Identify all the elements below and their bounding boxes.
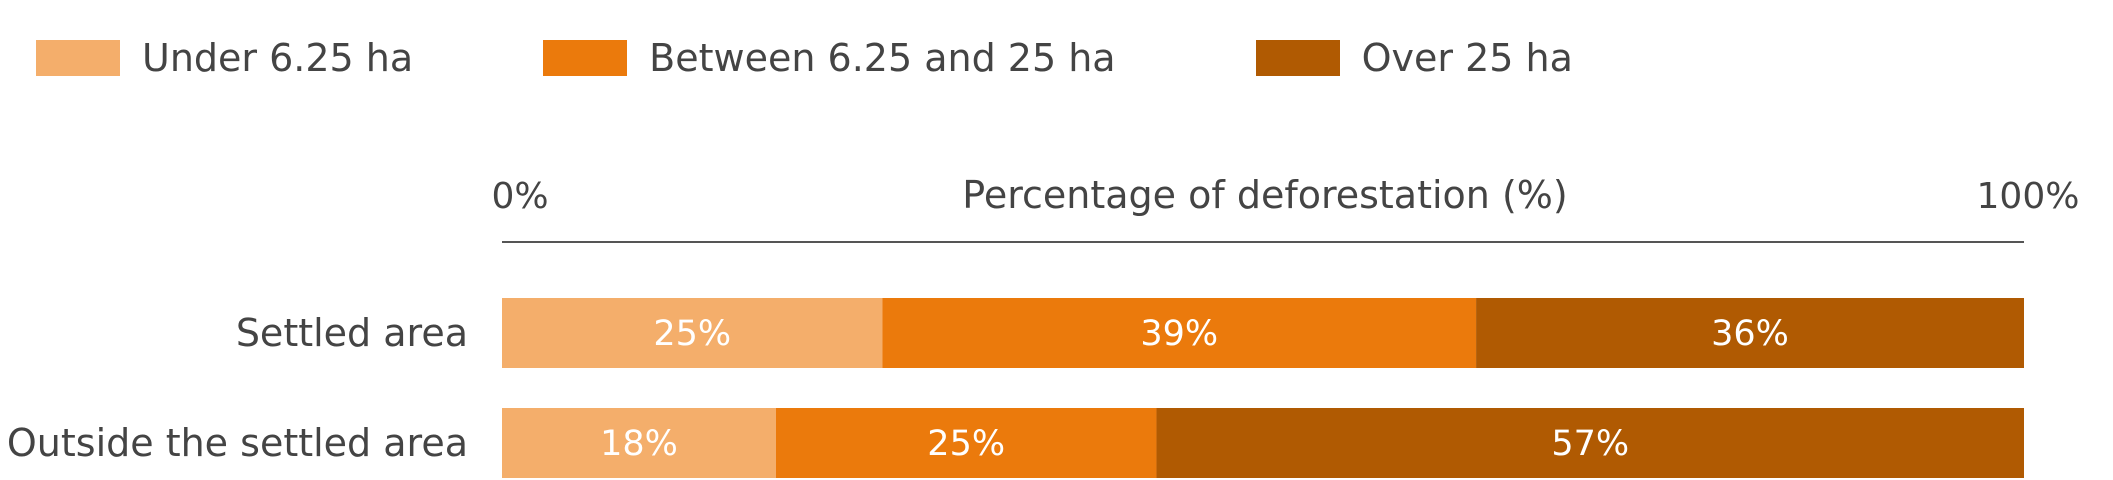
bar-outside-the-settled-area-over-25-ha: [1156, 408, 2024, 478]
legend-swatch-between-6-25-and-25-ha: [543, 40, 628, 76]
data-label-settled-area-under-6-25-ha: 25%: [653, 314, 731, 354]
axis-min-label: 0%: [491, 176, 548, 217]
legend-label-over-25-ha: Over 25 ha: [1361, 36, 1573, 80]
data-label-settled-area-between-6-25-and-25-ha: 39%: [1140, 314, 1218, 354]
data-label-outside-the-settled-area-between-6-25-and-25-ha: 25%: [927, 424, 1005, 464]
legend-label-under-6-25-ha: Under 6.25 ha: [142, 36, 414, 80]
bars-group: Settled area 25% 39% 36% Outside the settled…: [7, 298, 2024, 478]
bar-settled-area-between-6-25-and-25-ha: [882, 298, 1477, 368]
bar-outside-the-settled-area-between-6-25-and-25-ha: [775, 408, 1157, 478]
legend-item-under-6-25-ha: Under 6.25 ha: [36, 36, 413, 80]
legend-item-between-6-25-and-25-ha: Between 6.25 and 25 ha: [543, 36, 1116, 80]
bar-settled-area-over-25-ha: [1476, 298, 2024, 368]
legend-swatch-under-6-25-ha: [36, 40, 120, 76]
bar-settled-area-under-6-25-ha: [502, 298, 883, 368]
category-label-settled-area: Settled area: [236, 311, 468, 355]
legend: Under 6.25 ha Between 6.25 and 25 ha Ove…: [36, 36, 1573, 80]
bar-outside-the-settled-area-under-6-25-ha: [502, 408, 776, 478]
data-label-settled-area-over-25-ha: 36%: [1711, 314, 1789, 354]
data-label-outside-the-settled-area-under-6-25-ha: 18%: [600, 424, 678, 464]
legend-label-between-6-25-and-25-ha: Between 6.25 and 25 ha: [649, 36, 1116, 80]
legend-item-over-25-ha: Over 25 ha: [1255, 36, 1573, 80]
category-label-outside-the-settled-area: Outside the settled area: [7, 421, 468, 465]
legend-swatch-over-25-ha: [1255, 40, 1340, 76]
axis-max-label: 100%: [1977, 176, 2080, 217]
x-axis-title: Percentage of deforestation (%): [962, 173, 1567, 217]
data-label-outside-the-settled-area-over-25-ha: 57%: [1551, 424, 1629, 464]
